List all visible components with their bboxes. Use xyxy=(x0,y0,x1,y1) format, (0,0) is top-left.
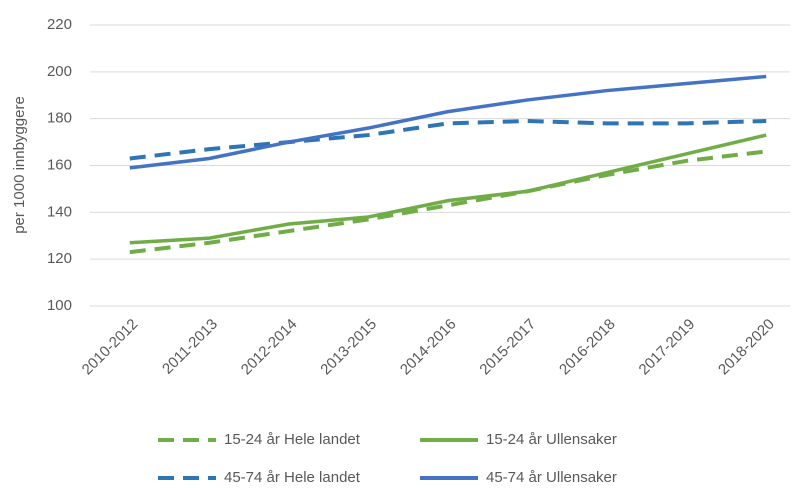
legend-label: 15-24 år Hele landet xyxy=(224,431,361,448)
y-tick-label: 120 xyxy=(47,250,72,267)
data-line xyxy=(129,133,767,245)
legend-label: 45-74 år Hele landet xyxy=(224,469,361,486)
x-tick-label: 2018-2020 xyxy=(715,316,778,379)
y-tick-label: 100 xyxy=(47,297,72,314)
x-tick-label: 2012-2014 xyxy=(238,316,301,379)
data-line xyxy=(129,119,767,161)
y-tick-label: 160 xyxy=(47,156,72,173)
x-tick-label: 2010-2012 xyxy=(79,316,142,379)
y-tick-label: 200 xyxy=(47,63,72,80)
x-tick-label: 2013-2015 xyxy=(317,316,380,379)
y-axis-label: per 1000 innbyggere xyxy=(11,96,28,234)
x-tick-label: 2014-2016 xyxy=(397,316,460,379)
data-line xyxy=(129,149,767,255)
y-tick-label: 140 xyxy=(47,203,72,220)
y-tick-label: 220 xyxy=(47,16,72,33)
legend-label: 45-74 år Ullensaker xyxy=(486,469,617,486)
data-line xyxy=(129,74,767,170)
x-tick-label: 2016-2018 xyxy=(556,316,619,379)
y-tick-label: 180 xyxy=(47,110,72,127)
legend-label: 15-24 år Ullensaker xyxy=(486,431,617,448)
x-tick-label: 2011-2013 xyxy=(159,316,221,378)
x-tick-label: 2015-2017 xyxy=(476,316,539,379)
x-tick-label: 2017-2019 xyxy=(636,316,699,379)
